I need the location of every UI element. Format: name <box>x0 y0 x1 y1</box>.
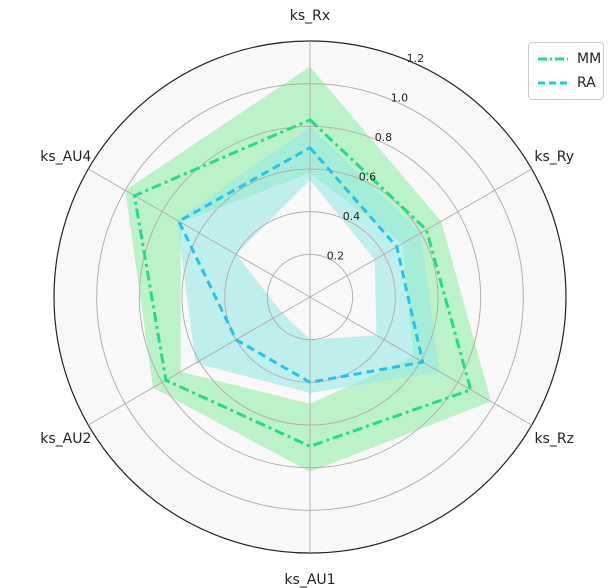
legend-label-ra: RA <box>577 75 596 91</box>
tick-label: 1.2 <box>407 52 425 65</box>
spoke-ks-ry <box>309 168 532 298</box>
series-lines <box>133 118 473 448</box>
series-line-ra <box>177 146 425 384</box>
series-line-mm <box>133 118 473 448</box>
series-bands <box>125 66 492 472</box>
legend-item-mm: MM <box>537 49 601 69</box>
axis-labels: ks_Rx ks_Ry ks_Rz ks_AU1 ks_AU2 ks_AU4 <box>40 8 574 588</box>
axis-label-ks-rx: ks_Rx <box>290 8 330 24</box>
axis-label-ks-au1: ks_AU1 <box>284 572 335 588</box>
legend-swatch-mm <box>538 57 568 61</box>
legend-swatch-ra <box>538 81 568 85</box>
axis-label-ks-rz: ks_Rz <box>534 431 573 447</box>
legend-item-ra: RA <box>537 73 596 93</box>
tick-label: 0.6 <box>359 171 377 184</box>
legend: MM RA <box>528 42 604 100</box>
tick-label: 0.4 <box>343 210 361 223</box>
axis-label-ks-au2: ks_AU2 <box>40 431 91 447</box>
tick-label: 1.0 <box>391 91 409 104</box>
tick-label: 0.2 <box>327 250 345 263</box>
tick-label: 0.8 <box>375 131 393 144</box>
axis-label-ks-au4: ks_AU4 <box>40 149 91 165</box>
legend-label-mm: MM <box>577 51 602 67</box>
radial-tick-labels: 0.2 0.4 0.6 0.8 1.0 1.2 <box>327 52 424 263</box>
band-ra <box>177 126 440 394</box>
axis-label-ks-ry: ks_Ry <box>534 149 574 165</box>
spoke-ks-au2 <box>88 296 311 426</box>
spoke-ks-au4 <box>88 168 311 298</box>
